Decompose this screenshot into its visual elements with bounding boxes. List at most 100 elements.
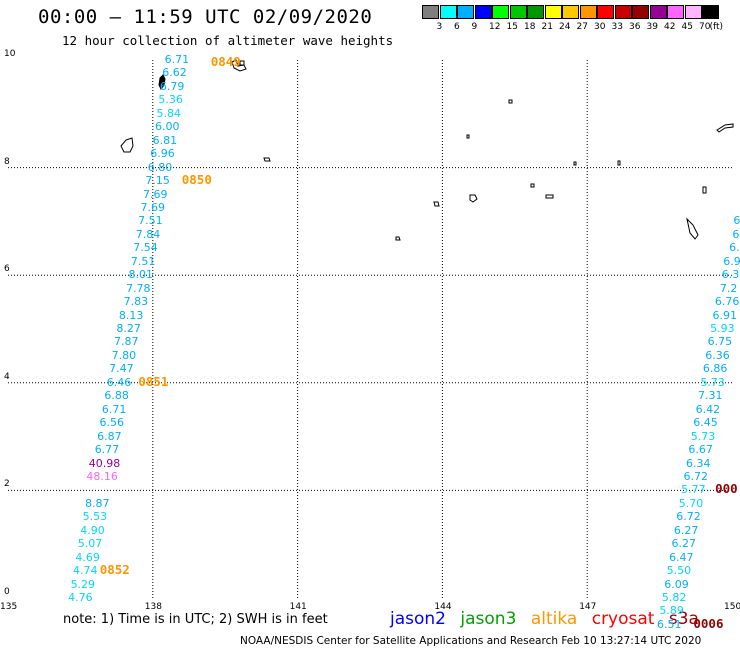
island-outline bbox=[617, 160, 621, 166]
wave-height-value: 5.50 bbox=[666, 564, 692, 578]
pass-time-label: 0006 bbox=[693, 615, 724, 631]
wave-height-value: 8.13 bbox=[118, 308, 144, 322]
lat-tick-label: 4 bbox=[4, 371, 10, 382]
scale-label: 24 bbox=[559, 22, 571, 32]
wave-height-value: 6. bbox=[729, 241, 740, 255]
wave-height-value: 7.78 bbox=[126, 281, 151, 295]
scale-swatch bbox=[597, 5, 614, 19]
island-outlines bbox=[120, 59, 734, 241]
island-outline bbox=[716, 123, 734, 133]
scale-swatch bbox=[509, 5, 527, 19]
wave-height-value: 6.27 bbox=[671, 537, 696, 551]
scale-label: 36 bbox=[629, 22, 641, 32]
lon-tick-label: 144 bbox=[434, 602, 452, 612]
wave-height-value: 6.87 bbox=[97, 429, 122, 443]
scale-swatch bbox=[474, 5, 492, 19]
lat-tick-label: 6 bbox=[4, 264, 10, 275]
island-outline bbox=[702, 186, 707, 194]
wave-height-value: 7.15 bbox=[145, 174, 170, 188]
scale-swatch bbox=[702, 5, 719, 19]
wave-height-value: 6.88 bbox=[104, 389, 129, 403]
wave-height-value: 6 bbox=[733, 214, 740, 228]
wave-height-value: 5.73 bbox=[690, 429, 716, 443]
scale-label: 42 bbox=[664, 22, 676, 32]
satellite-legend: jason2 jason3 altika cryosat s3a bbox=[390, 609, 708, 629]
wave-height-value: 6.51 bbox=[657, 617, 682, 631]
wave-height-value: 6.80 bbox=[147, 160, 173, 174]
scale-swatch bbox=[614, 5, 632, 19]
island-outline bbox=[530, 183, 535, 188]
lat-tick-label: 10 bbox=[4, 49, 16, 59]
wave-height-value: 5.82 bbox=[661, 591, 687, 604]
wave-height-value: 6.77 bbox=[94, 443, 120, 457]
units-note: note: 1) Time is in UTC; 2) SWH is in fe… bbox=[63, 612, 328, 627]
wave-height-value: 6.72 bbox=[683, 469, 709, 483]
pass-time-label: 000 bbox=[715, 481, 738, 497]
scale-label: 30 bbox=[594, 22, 606, 32]
scale-swatch bbox=[527, 5, 544, 19]
island-outline bbox=[433, 201, 440, 207]
legend-altika: altika bbox=[530, 609, 578, 629]
scale-swatch bbox=[492, 5, 509, 19]
pass-time-label: 0850 bbox=[181, 172, 212, 188]
scale-label: 39 bbox=[646, 22, 658, 32]
wave-height-value: 7.47 bbox=[109, 362, 134, 376]
map-subtitle: 12 hour collection of altimeter wave hei… bbox=[62, 33, 394, 48]
island-outline bbox=[395, 236, 401, 241]
wave-height-value: 6.46 bbox=[106, 375, 132, 389]
scale-swatch bbox=[684, 5, 702, 19]
scale-label: 15 bbox=[506, 22, 518, 32]
wave-height-value: 7.54 bbox=[133, 241, 158, 255]
island-outline bbox=[120, 137, 134, 153]
scale-label: 9 bbox=[471, 22, 478, 32]
wave-height-value: 7.80 bbox=[111, 348, 137, 362]
lon-tick-label: 141 bbox=[289, 602, 307, 612]
wave-height-value: 8.87 bbox=[85, 496, 110, 510]
scale-swatch bbox=[649, 5, 667, 19]
wave-height-value: 6.71 bbox=[164, 53, 190, 66]
wave-height-value: 4.69 bbox=[75, 550, 100, 564]
wave-height-value: 6.45 bbox=[693, 416, 718, 430]
wave-height-value: 5.53 bbox=[82, 510, 108, 524]
scale-label: 45 bbox=[681, 22, 693, 32]
wave-height-value: 6.96 bbox=[150, 147, 175, 161]
wave-height-value: 5.36 bbox=[158, 93, 183, 107]
scale-unit-label: (ft) bbox=[709, 22, 724, 32]
island-outline bbox=[469, 194, 478, 203]
wave-height-value: 7.87 bbox=[114, 335, 139, 349]
wave-height-value: 6.34 bbox=[685, 456, 711, 470]
island-outline bbox=[573, 161, 577, 166]
scale-swatch bbox=[422, 5, 439, 19]
credit-line: NOAA/NESDIS Center for Satellite Applica… bbox=[240, 635, 702, 647]
wave-height-value: 7.31 bbox=[698, 389, 723, 403]
legend-cryosat: cryosat bbox=[591, 609, 655, 629]
wave-height-value: 4.90 bbox=[80, 523, 105, 537]
wave-height-value: 6 bbox=[732, 227, 740, 241]
pass-time-label: 0851 bbox=[138, 373, 169, 389]
scale-swatch bbox=[667, 5, 684, 19]
wave-height-value: 6.67 bbox=[688, 443, 713, 457]
wave-height-value: 6.72 bbox=[676, 510, 701, 524]
wave-height-value: 6.9 bbox=[723, 254, 740, 268]
island-outline bbox=[508, 99, 513, 104]
wave-height-value: 5.84 bbox=[156, 106, 181, 120]
scale-label: 18 bbox=[524, 22, 536, 32]
scale-label: 6 bbox=[454, 22, 460, 32]
island-outline bbox=[158, 74, 166, 90]
island-outline bbox=[466, 134, 470, 139]
lon-tick-label: 147 bbox=[579, 602, 597, 612]
wave-height-value: 6.47 bbox=[669, 550, 694, 564]
wave-height-value: 5.93 bbox=[710, 322, 735, 335]
island-outline bbox=[231, 59, 247, 72]
wave-height-value: 6.76 bbox=[714, 295, 740, 309]
wave-height-value: 5.07 bbox=[77, 537, 103, 551]
wave-height-value: 6.3 bbox=[721, 268, 740, 282]
wave-height-value: 6.09 bbox=[664, 577, 689, 591]
scale-label: 12 bbox=[489, 22, 501, 32]
wave-height-value: 6.42 bbox=[695, 402, 721, 416]
map-title: 00:00 – 11:59 UTC 02/09/2020 bbox=[38, 6, 373, 28]
wave-height-value: 5.89 bbox=[659, 604, 684, 618]
scale-swatch bbox=[632, 5, 649, 19]
wave-height-value: 8.01 bbox=[128, 268, 153, 282]
wave-height-value: 6.79 bbox=[159, 79, 185, 93]
